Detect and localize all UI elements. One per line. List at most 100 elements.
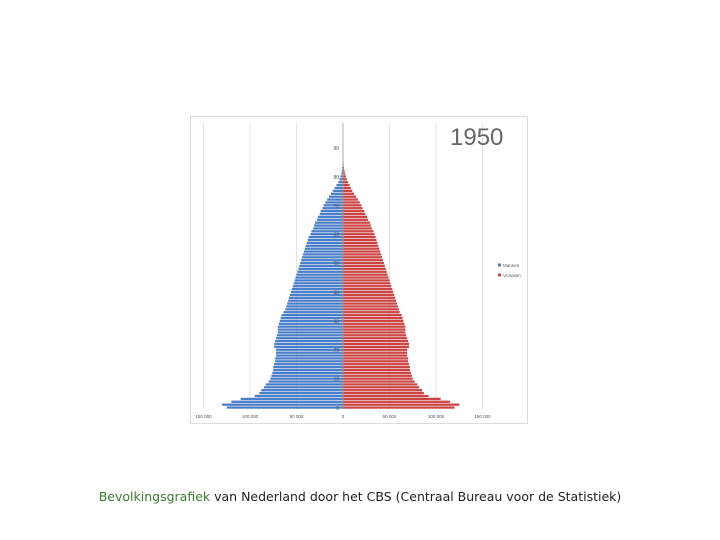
bar-female-42 xyxy=(343,285,392,288)
bar-female-50 xyxy=(343,261,384,265)
bar-male-16 xyxy=(275,360,343,363)
bar-female-68 xyxy=(343,209,365,213)
x-tick-3: 0 xyxy=(342,414,345,419)
age-tick-0: 0 xyxy=(336,406,339,412)
bar-male-6 xyxy=(261,389,343,392)
bar-male-62 xyxy=(313,227,343,230)
bar-male-45 xyxy=(295,276,343,279)
bar-female-65 xyxy=(343,218,369,221)
bar-female-45 xyxy=(343,276,389,279)
bar-male-40 xyxy=(290,290,343,294)
bar-male-1 xyxy=(222,403,343,406)
bar-female-71 xyxy=(343,201,360,204)
bar-female-69 xyxy=(343,207,363,210)
bar-male-51 xyxy=(301,259,343,262)
bar-female-76 xyxy=(343,186,351,190)
bar-female-8 xyxy=(343,383,418,386)
bar-female-18 xyxy=(343,354,408,357)
bar-female-1 xyxy=(343,403,460,406)
x-tick-0: 150 000 xyxy=(195,414,212,419)
bar-male-67 xyxy=(319,212,343,216)
bar-female-4 xyxy=(343,394,429,398)
bar-male-82 xyxy=(341,169,343,172)
bar-male-39 xyxy=(289,293,343,297)
bar-male-24 xyxy=(276,337,343,340)
bar-female-57 xyxy=(343,241,378,245)
bar-female-70 xyxy=(343,204,362,207)
bar-male-37 xyxy=(288,299,343,302)
chart-canvas: 0 10 20 30 40 50 60 70 80 90 150 000 100 000 50 000 0… xyxy=(195,123,521,419)
bar-female-13 xyxy=(343,368,410,372)
age-tick-60: 60 xyxy=(333,233,339,239)
bar-female-72 xyxy=(343,198,358,201)
bar-male-21 xyxy=(274,345,343,349)
bar-female-24 xyxy=(343,337,408,340)
bar-female-19 xyxy=(343,351,408,354)
bar-female-44 xyxy=(343,279,390,282)
bar-male-35 xyxy=(286,305,343,308)
bar-male-8 xyxy=(265,383,343,386)
chart-year-title: 1950 xyxy=(450,124,504,151)
bar-male-31 xyxy=(280,316,343,320)
bar-male-65 xyxy=(316,218,343,221)
age-tick-30: 30 xyxy=(333,319,339,325)
bar-female-5 xyxy=(343,391,424,395)
bar-female-14 xyxy=(343,365,410,369)
bar-male-32 xyxy=(281,313,343,317)
bar-male-50 xyxy=(300,261,343,265)
bar-male-27 xyxy=(277,328,343,331)
bar-female-17 xyxy=(343,357,409,360)
bar-male-43 xyxy=(293,282,343,285)
bar-female-63 xyxy=(343,224,371,227)
bar-female-73 xyxy=(343,195,357,198)
bar-female-58 xyxy=(343,238,377,242)
population-pyramid-chart: 0 10 20 30 40 50 60 70 80 90 150 000 100 000 50 000 0… xyxy=(190,116,528,424)
x-tick-2: 50 000 xyxy=(290,414,304,419)
bar-male-81 xyxy=(341,172,343,175)
bar-male-74 xyxy=(330,192,343,195)
bar-female-0 xyxy=(343,406,455,409)
bar-female-3 xyxy=(343,397,441,401)
caption-rest: van Nederland door het CBS (Centraal Bur… xyxy=(210,489,622,504)
bar-female-52 xyxy=(343,256,383,259)
bar-male-63 xyxy=(314,224,343,227)
bar-female-56 xyxy=(343,244,379,247)
bar-female-60 xyxy=(343,233,375,236)
bar-female-47 xyxy=(343,270,387,273)
bar-male-68 xyxy=(320,209,343,213)
legend-label-mannen: Mannen xyxy=(503,263,520,268)
legend-swatch-vrouwen xyxy=(498,273,501,277)
bar-female-66 xyxy=(343,215,368,219)
bar-female-82 xyxy=(343,169,345,172)
bar-male-69 xyxy=(322,207,343,210)
bar-male-42 xyxy=(292,285,343,288)
bar-female-74 xyxy=(343,192,355,195)
bar-male-28 xyxy=(277,325,343,328)
bar-female-21 xyxy=(343,345,410,349)
bar-female-55 xyxy=(343,247,380,250)
bar-male-19 xyxy=(276,351,343,354)
figure-caption: Bevolkingsgrafiek van Nederland door het… xyxy=(0,489,720,504)
bar-male-38 xyxy=(289,296,343,299)
caption-highlight: Bevolkingsgrafiek xyxy=(98,489,211,504)
bar-male-36 xyxy=(287,302,343,305)
bar-male-46 xyxy=(296,273,343,276)
bar-female-22 xyxy=(343,342,410,346)
bar-female-6 xyxy=(343,389,423,392)
bar-female-35 xyxy=(343,305,398,308)
bar-male-53 xyxy=(303,253,343,256)
bar-male-49 xyxy=(299,264,343,268)
bar-male-25 xyxy=(276,334,343,337)
bar-male-71 xyxy=(325,201,343,204)
bar-female-79 xyxy=(343,178,347,181)
bar-male-4 xyxy=(254,394,343,398)
bar-female-2 xyxy=(343,400,450,403)
bar-female-64 xyxy=(343,221,370,224)
bar-female-25 xyxy=(343,334,407,337)
bar-male-0 xyxy=(226,406,343,409)
bar-female-46 xyxy=(343,273,388,276)
bar-male-34 xyxy=(285,308,343,311)
bar-male-58 xyxy=(307,238,343,242)
bar-male-80 xyxy=(340,175,343,178)
bar-female-43 xyxy=(343,282,391,285)
